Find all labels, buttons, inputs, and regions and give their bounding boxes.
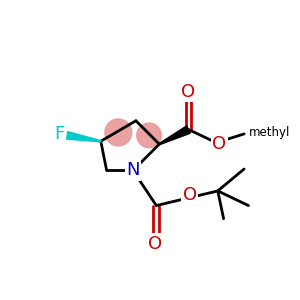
Text: methyl: methyl xyxy=(248,126,290,139)
Text: O: O xyxy=(182,82,196,100)
Circle shape xyxy=(137,123,161,148)
Circle shape xyxy=(105,119,132,146)
Text: F: F xyxy=(55,125,65,143)
Text: O: O xyxy=(183,186,197,204)
Text: N: N xyxy=(126,161,140,179)
Polygon shape xyxy=(159,126,190,145)
Text: O: O xyxy=(212,135,226,153)
Polygon shape xyxy=(67,132,101,142)
Text: O: O xyxy=(148,235,162,253)
